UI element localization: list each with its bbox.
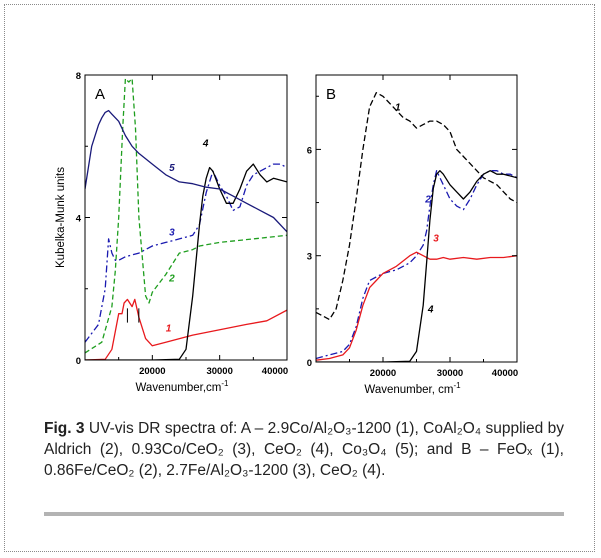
panel-a-group: 20000 30000 40000 0 4 8 A 5 4 3 2 1 Wavenumber,cm-1 K… <box>55 71 288 394</box>
panel-a-ytick-label: 8 <box>76 71 81 82</box>
panel-a-label: A <box>95 86 105 103</box>
panel-b-series-label-2: 2 <box>424 195 431 206</box>
panel-a-xtick-label: 30000 <box>206 366 232 377</box>
panel-b-series-label-1: 1 <box>395 102 401 113</box>
panel-a-series-label-2: 2 <box>168 274 175 285</box>
panel-a-series-1-line <box>85 298 287 360</box>
panel-b-xtick-label: 30000 <box>437 368 463 379</box>
panel-b-series-2-line <box>316 170 517 360</box>
panel-b-label: B <box>326 86 336 103</box>
panel-b-axes-box <box>315 74 518 363</box>
panel-a-xtick-label: 40000 <box>262 366 288 377</box>
figure-frame <box>4 4 595 552</box>
panel-b-ytick-label: 6 <box>307 145 312 156</box>
panel-b-series-4-line <box>316 170 517 362</box>
figure-panels: 20000 30000 40000048A54321Wavenumber,cm-1K… <box>55 71 518 396</box>
panel-a-series-label-5: 5 <box>169 163 175 174</box>
panel-b-group: 20000 30000 40000 0 3 6 B 1 2 3 4 Wavenumber, cm-1 <box>307 74 518 396</box>
panel-a-series-5-line <box>85 109 287 233</box>
panel-a-series-label-4: 4 <box>202 138 209 149</box>
panel-b-x-axis-label-text: Wavenumber, cm <box>364 384 453 396</box>
panel-a-ytick-label: 0 <box>76 356 81 367</box>
caption-rule <box>44 512 564 516</box>
panel-b-series-label-4: 4 <box>427 304 434 315</box>
panel-b-xtick-label: 20000 <box>370 368 396 379</box>
panel-a-series-3-line <box>85 163 287 343</box>
figure-caption: Fig. 3 UV-vis DR spectra of: A – 2.9Co/A… <box>44 418 564 481</box>
panel-b-series-3-line <box>316 251 517 361</box>
panel-a-x-axis-label: Wavenumber,cm-1 <box>136 379 230 394</box>
caption-figure-number: Fig. 3 <box>44 420 85 437</box>
panel-b-xtick-label: 40000 <box>492 368 518 379</box>
panel-a-series-label-3: 3 <box>169 227 175 238</box>
panel-a-y-axis-label: Kubelka-Munk units <box>55 167 67 268</box>
caption-text: UV-vis DR spectra of: A – 2.9Co/Al₂O₃-12… <box>44 420 564 479</box>
panel-b-series-label-3: 3 <box>433 234 439 245</box>
panel-a-xtick-label: 20000 <box>139 366 165 377</box>
panel-a-series-4-line <box>85 163 287 360</box>
panel-a-x-axis-label-sup: -1 <box>221 379 229 388</box>
panel-b-ytick-label: 0 <box>307 358 312 369</box>
panel-a-ytick-label: 4 <box>76 214 82 225</box>
panel-b-ytick-label: 3 <box>307 252 312 263</box>
panel-a-series-2-line <box>85 77 287 354</box>
panel-b-series-1-line <box>316 92 517 321</box>
panel-b-x-axis-label: Wavenumber, cm-1 <box>364 381 461 396</box>
panel-a-series-label-1: 1 <box>166 324 172 335</box>
panel-a-x-axis-label-text: Wavenumber,cm <box>136 382 222 394</box>
panel-b-x-axis-label-sup: -1 <box>453 381 461 390</box>
